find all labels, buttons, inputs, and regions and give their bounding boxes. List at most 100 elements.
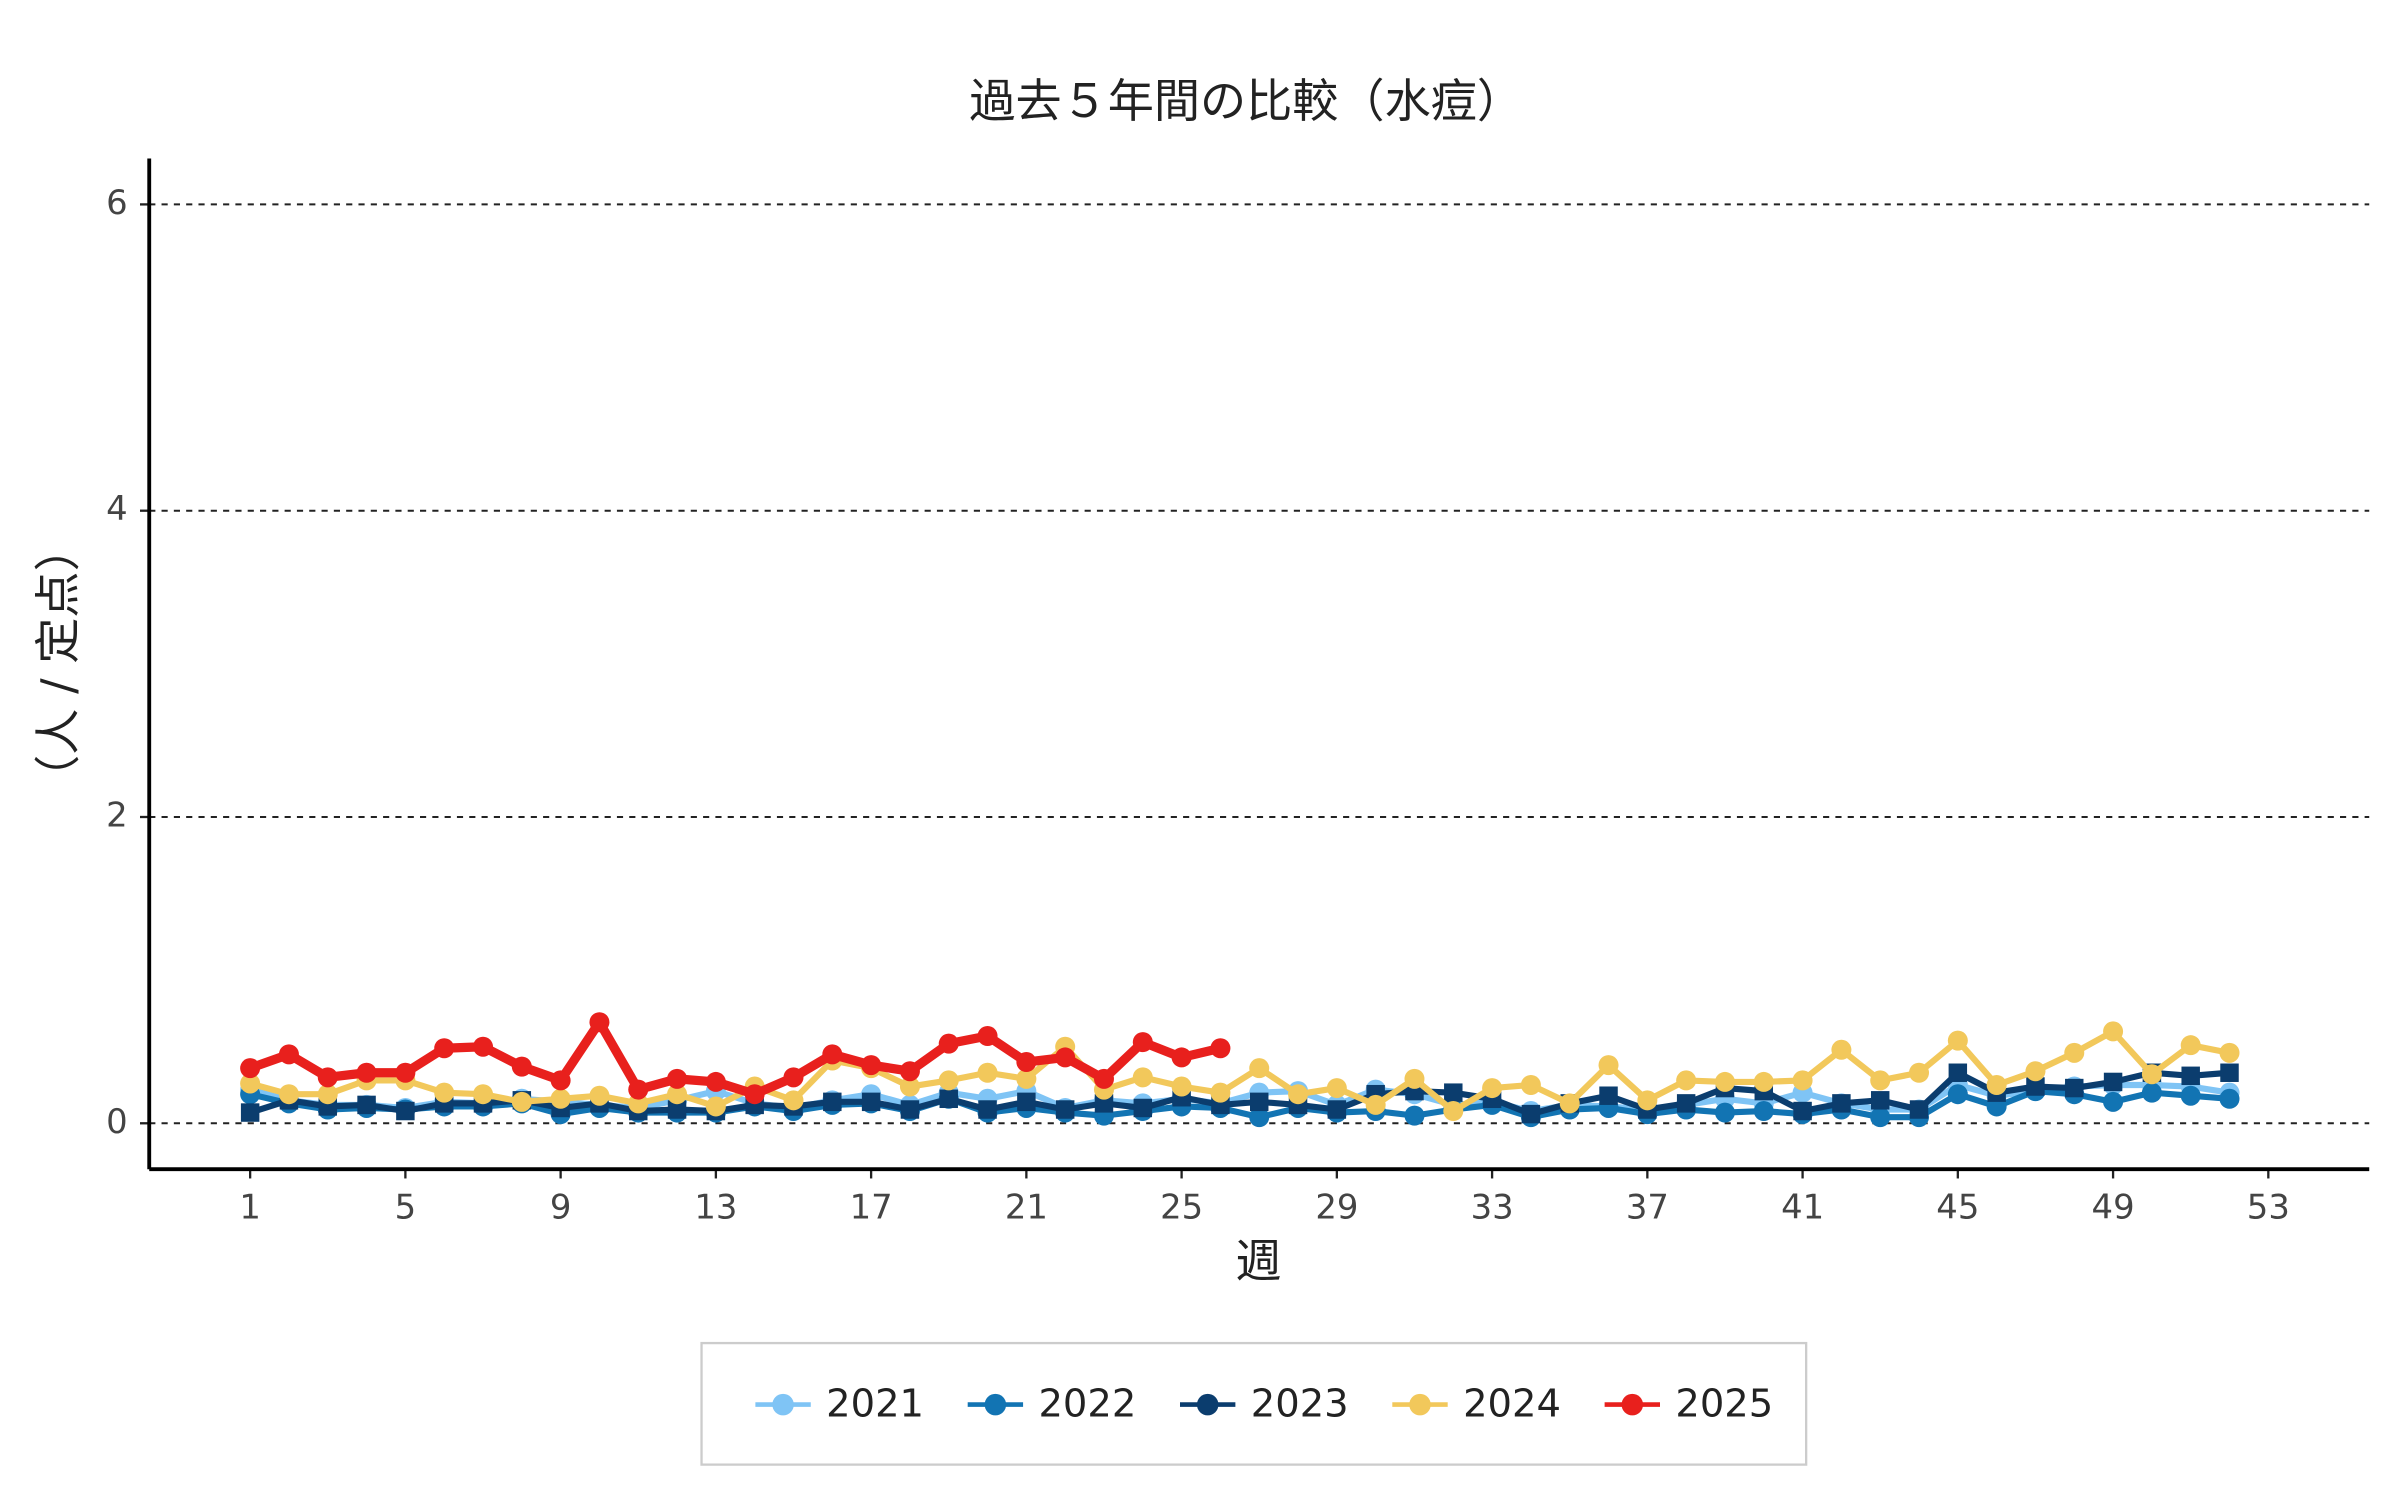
point bbox=[240, 1103, 260, 1122]
point bbox=[434, 1082, 455, 1103]
point bbox=[1016, 1068, 1037, 1089]
point bbox=[356, 1062, 377, 1083]
point bbox=[1444, 1083, 1463, 1102]
point bbox=[1404, 1068, 1425, 1089]
x-tick-label: 49 bbox=[2092, 1188, 2135, 1227]
point bbox=[2141, 1064, 2162, 1085]
point bbox=[1793, 1101, 1812, 1121]
point bbox=[396, 1101, 415, 1121]
x-tick-label: 9 bbox=[550, 1188, 572, 1227]
point bbox=[473, 1084, 494, 1105]
point bbox=[628, 1079, 649, 1100]
series-line bbox=[249, 1028, 2231, 1115]
point bbox=[1250, 1092, 1269, 1112]
point bbox=[1599, 1086, 1618, 1105]
legend-marker bbox=[772, 1393, 794, 1416]
point bbox=[1055, 1047, 1076, 1068]
x-tick-label: 37 bbox=[1626, 1188, 1669, 1227]
point bbox=[278, 1084, 299, 1105]
point bbox=[1559, 1093, 1580, 1114]
point bbox=[1133, 1098, 1153, 1118]
point bbox=[240, 1073, 261, 1094]
point bbox=[317, 1084, 338, 1105]
point bbox=[357, 1095, 376, 1115]
point bbox=[2220, 1063, 2239, 1082]
point bbox=[1714, 1071, 1735, 1092]
point bbox=[1948, 1063, 1968, 1082]
point bbox=[2219, 1088, 2240, 1109]
series-line bbox=[249, 1069, 2230, 1118]
chart-title: 過去５年間の比較（水痘） bbox=[969, 74, 1523, 128]
legend-marker bbox=[984, 1393, 1007, 1416]
point bbox=[511, 1056, 532, 1077]
y-tick-label: 0 bbox=[106, 1102, 128, 1141]
point bbox=[1210, 1038, 1231, 1059]
point bbox=[278, 1044, 299, 1065]
x-tick-label: 21 bbox=[1005, 1188, 1048, 1227]
point bbox=[240, 1058, 261, 1079]
point bbox=[938, 1033, 959, 1054]
point bbox=[2025, 1061, 2046, 1082]
point bbox=[1947, 1030, 1968, 1051]
point bbox=[861, 1092, 881, 1112]
y-tick-label: 4 bbox=[106, 489, 128, 528]
point bbox=[1249, 1107, 1270, 1128]
point bbox=[1132, 1032, 1153, 1053]
point bbox=[2181, 1066, 2200, 1086]
point bbox=[2180, 1085, 2201, 1106]
point bbox=[900, 1100, 920, 1119]
point bbox=[1909, 1062, 1930, 1083]
point bbox=[2064, 1042, 2085, 1063]
point bbox=[1249, 1058, 1270, 1079]
point bbox=[1637, 1090, 1658, 1111]
point bbox=[550, 1070, 571, 1091]
point bbox=[1520, 1075, 1541, 1095]
point bbox=[1870, 1107, 1891, 1128]
point bbox=[550, 1088, 571, 1109]
series bbox=[240, 1021, 2240, 1122]
point bbox=[2103, 1072, 2123, 1092]
point bbox=[1521, 1104, 1541, 1124]
point bbox=[2026, 1077, 2045, 1096]
point bbox=[511, 1091, 532, 1112]
point bbox=[1094, 1094, 1114, 1113]
point bbox=[1714, 1102, 1735, 1123]
y-tick-label: 6 bbox=[106, 183, 128, 222]
point bbox=[783, 1067, 804, 1088]
point bbox=[1326, 1078, 1347, 1099]
point bbox=[1986, 1075, 2007, 1095]
point bbox=[977, 1062, 998, 1083]
x-tick-label: 45 bbox=[1936, 1188, 1979, 1227]
point bbox=[1404, 1105, 1425, 1126]
point bbox=[899, 1061, 920, 1082]
point bbox=[1288, 1084, 1309, 1105]
legend-marker bbox=[1196, 1393, 1219, 1416]
point bbox=[589, 1085, 610, 1106]
x-tick-label: 33 bbox=[1471, 1188, 1514, 1227]
point bbox=[2103, 1021, 2124, 1042]
x-tick-label: 53 bbox=[2247, 1188, 2290, 1227]
point bbox=[823, 1092, 842, 1112]
point bbox=[1598, 1055, 1619, 1076]
point bbox=[977, 1025, 998, 1046]
point bbox=[744, 1084, 765, 1105]
point bbox=[1676, 1094, 1696, 1113]
x-tick-label: 5 bbox=[395, 1188, 417, 1227]
x-tick-label: 25 bbox=[1160, 1188, 1203, 1227]
point bbox=[1482, 1078, 1503, 1099]
point bbox=[1093, 1068, 1114, 1089]
point bbox=[899, 1076, 920, 1097]
point bbox=[822, 1044, 843, 1065]
legend-label: 2025 bbox=[1675, 1382, 1773, 1427]
point bbox=[1365, 1094, 1386, 1115]
point bbox=[1832, 1094, 1851, 1113]
point bbox=[667, 1084, 688, 1105]
point bbox=[705, 1071, 726, 1092]
point bbox=[1870, 1070, 1891, 1091]
point bbox=[1327, 1100, 1347, 1119]
point bbox=[1171, 1076, 1192, 1097]
point bbox=[2065, 1078, 2084, 1098]
point bbox=[2180, 1035, 2201, 1056]
x-tick-label: 41 bbox=[1781, 1188, 1824, 1227]
